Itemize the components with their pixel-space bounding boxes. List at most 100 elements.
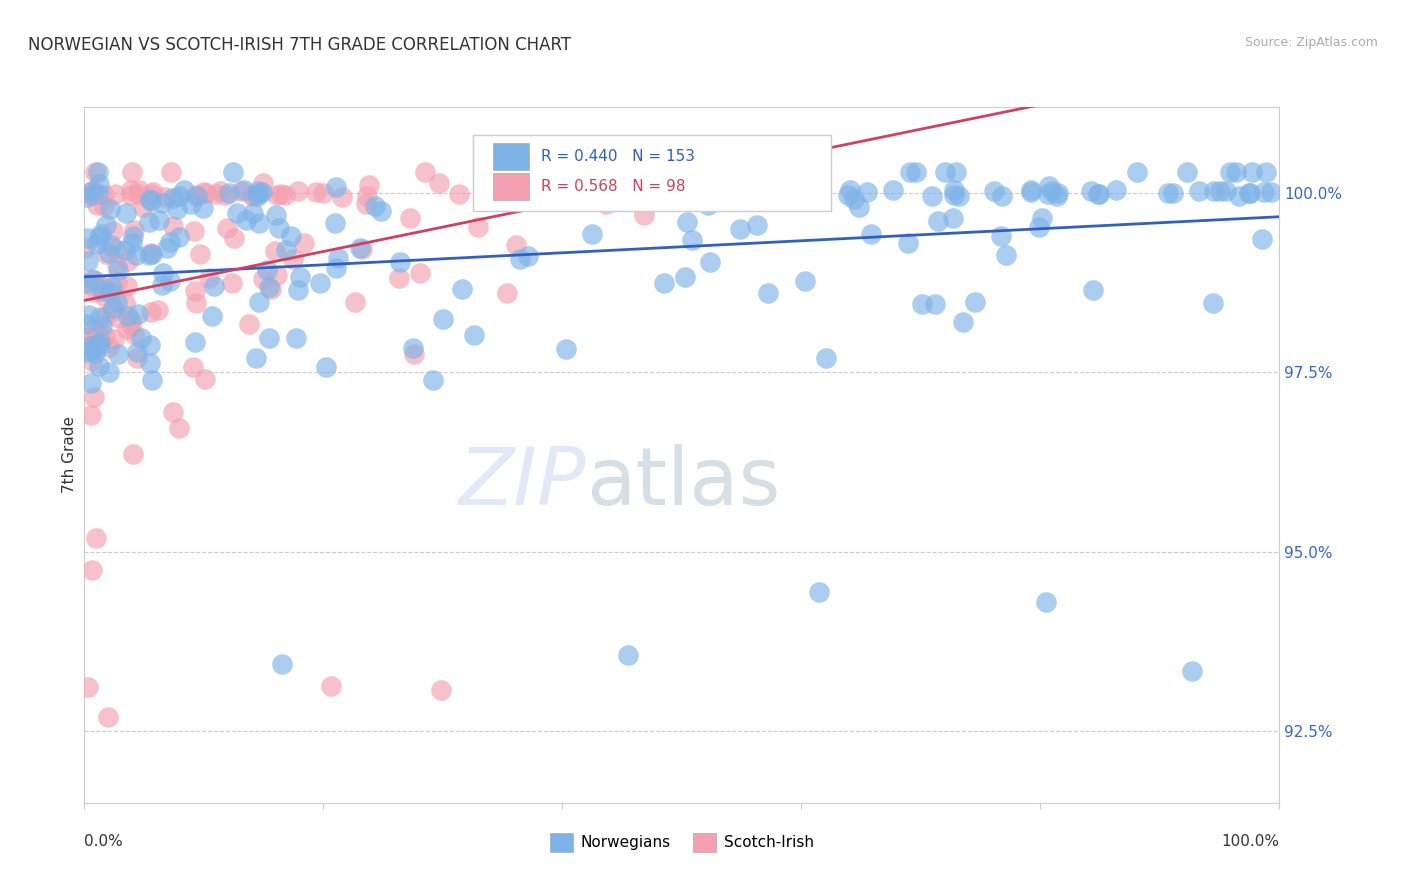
Point [188, 247, 211, 261]
Point [991, 189, 1014, 203]
Point [93, 280, 115, 294]
Point [350, 243, 373, 257]
Point [264, 244, 287, 259]
Point [1157, 186, 1180, 200]
Point [221, 277, 243, 291]
Point [356, 189, 378, 203]
Point [848, 200, 870, 214]
Point [808, 584, 831, 599]
Point [224, 231, 246, 245]
Point [122, 327, 145, 342]
Point [1253, 185, 1275, 199]
Point [1254, 164, 1277, 178]
Point [309, 276, 332, 290]
Point [523, 164, 546, 178]
Point [463, 328, 485, 343]
Point [294, 235, 316, 250]
Point [195, 186, 218, 200]
Point [430, 683, 453, 698]
Point [120, 318, 142, 332]
Point [260, 282, 283, 296]
Point [100, 285, 122, 299]
Point [783, 186, 806, 201]
Point [328, 251, 350, 265]
Point [198, 271, 221, 285]
Point [117, 309, 139, 323]
Point [98, 245, 121, 260]
Point [93, 188, 115, 202]
Point [942, 211, 965, 225]
Point [214, 188, 236, 202]
Point [1031, 211, 1053, 225]
Point [1046, 189, 1069, 203]
Point [815, 351, 838, 366]
Point [205, 186, 228, 201]
Point [911, 297, 934, 311]
Point [139, 245, 162, 260]
Point [128, 183, 150, 197]
Point [83, 390, 105, 404]
Point [93, 199, 115, 213]
Point [323, 216, 346, 230]
Point [97, 709, 120, 723]
Point [898, 164, 921, 178]
Point [141, 247, 163, 261]
Point [1080, 184, 1102, 198]
Text: ZIP: ZIP [458, 443, 586, 522]
Point [548, 190, 571, 204]
Point [247, 294, 270, 309]
Point [86, 198, 108, 212]
Point [1104, 183, 1126, 197]
Point [222, 164, 245, 178]
Point [1038, 186, 1060, 201]
Point [125, 351, 148, 366]
Point [266, 268, 288, 282]
Point [965, 295, 987, 310]
Legend: Norwegians, Scotch-Irish: Norwegians, Scotch-Irish [544, 827, 820, 858]
Point [84, 185, 107, 199]
Point [201, 309, 224, 323]
Point [93, 310, 115, 324]
Point [555, 172, 578, 186]
Point [83, 285, 105, 299]
Point [359, 178, 381, 192]
Point [233, 183, 256, 197]
Point [208, 184, 231, 198]
Point [139, 356, 162, 370]
Point [266, 188, 288, 202]
Point [990, 229, 1012, 244]
Point [1215, 184, 1237, 198]
Point [87, 230, 110, 244]
Point [101, 301, 124, 315]
Point [138, 247, 160, 261]
Point [699, 254, 721, 268]
Point [451, 281, 474, 295]
Point [217, 221, 239, 235]
Point [80, 340, 103, 354]
Point [252, 176, 274, 190]
Point [162, 405, 184, 419]
Point [80, 343, 103, 358]
Point [160, 164, 183, 178]
Point [673, 269, 696, 284]
Point [633, 208, 655, 222]
Point [82, 279, 104, 293]
FancyBboxPatch shape [472, 135, 831, 211]
Point [1042, 184, 1064, 198]
Point [1126, 164, 1149, 178]
Point [1225, 164, 1247, 178]
Point [97, 340, 120, 354]
Point [183, 335, 205, 350]
Point [856, 185, 879, 199]
Point [242, 206, 264, 220]
Point [159, 275, 181, 289]
Point [94, 328, 117, 343]
Point [184, 285, 207, 299]
Text: atlas: atlas [586, 443, 780, 522]
Point [121, 236, 143, 251]
Point [696, 198, 718, 212]
Point [100, 202, 122, 216]
Point [325, 180, 347, 194]
Point [125, 247, 148, 261]
Point [89, 310, 111, 324]
